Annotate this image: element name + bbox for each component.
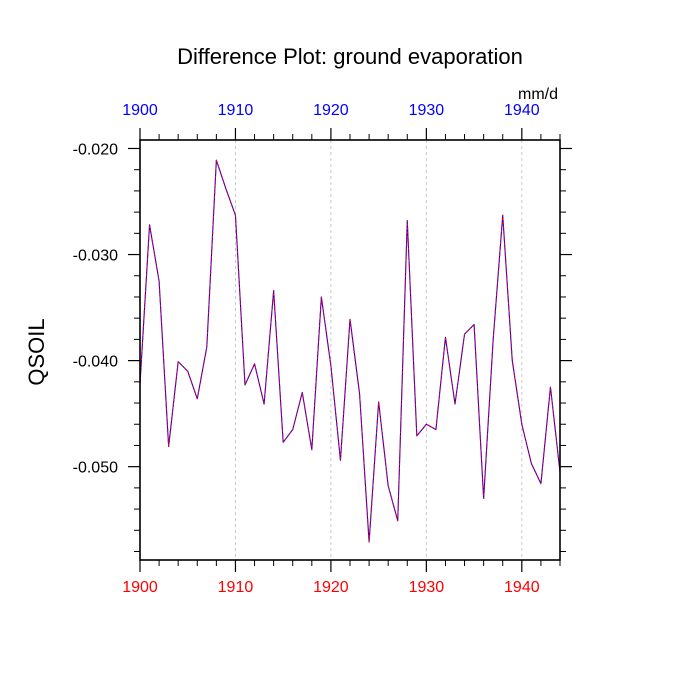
- x-tick-label-top: 1920: [313, 102, 349, 119]
- x-tick-label-bottom: 1920: [313, 579, 349, 596]
- plot-frame: [139, 139, 561, 561]
- grid-lines: [235, 140, 523, 560]
- x-tick-label-bottom: 1930: [409, 579, 445, 596]
- series-layer: [139, 159, 561, 543]
- x-tick-label-bottom: 1910: [218, 579, 254, 596]
- y-tick-label: -0.020: [73, 141, 118, 158]
- y-tick-label: -0.030: [73, 248, 118, 265]
- chart-title: Difference Plot: ground evaporation: [177, 44, 523, 69]
- x-tick-label-top: 1930: [409, 102, 445, 119]
- x-tick-label-top: 1900: [122, 102, 158, 119]
- units-label: mm/d: [518, 86, 558, 103]
- x-tick-label-bottom: 1940: [504, 579, 540, 596]
- series-line-dashed-0: [139, 159, 561, 543]
- axis-ticks: [128, 128, 572, 572]
- x-tick-label-top: 1910: [218, 102, 254, 119]
- y-tick-label: -0.040: [73, 354, 118, 371]
- tick-labels: 1900 1900 1910 1910 1920 1920 1930 1930 1940 1940…: [73, 102, 540, 596]
- y-tick-label: -0.050: [73, 460, 118, 477]
- x-tick-label-top: 1940: [504, 102, 540, 119]
- x-tick-label-bottom: 1900: [122, 579, 158, 596]
- y-axis-label: QSOIL: [24, 318, 49, 385]
